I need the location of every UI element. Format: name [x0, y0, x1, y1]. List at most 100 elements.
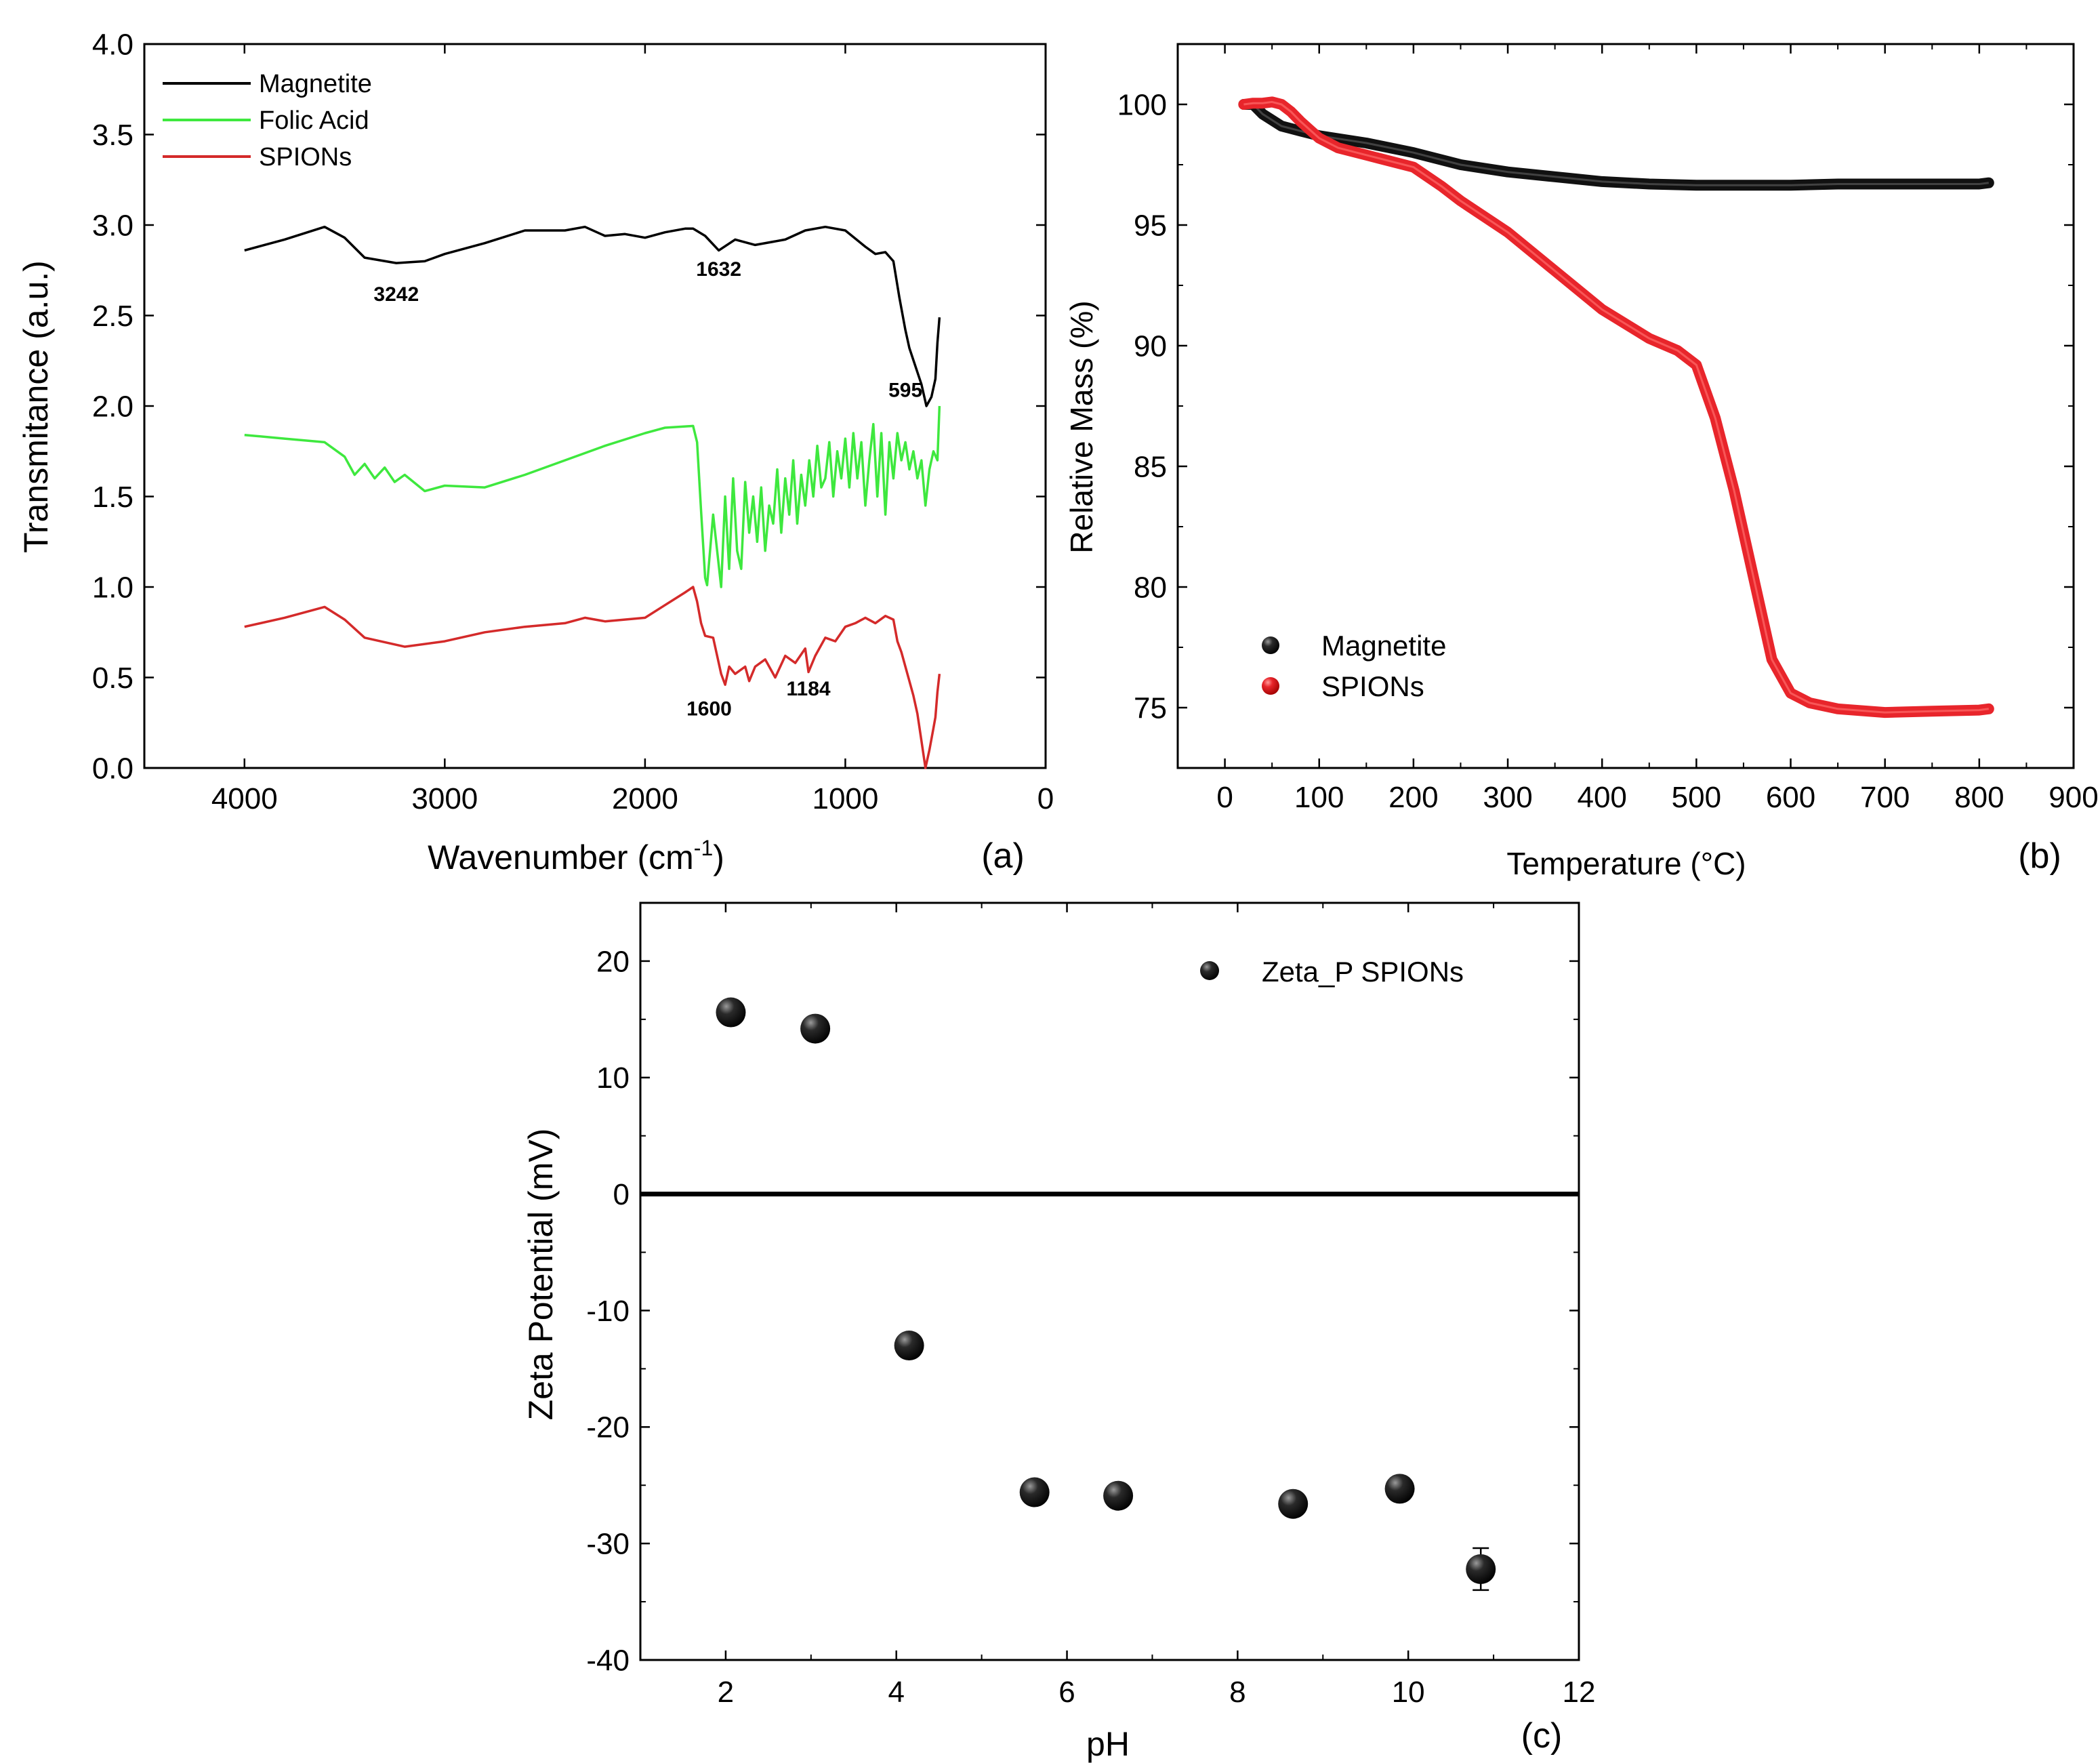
legend-label: Folic Acid	[259, 106, 369, 135]
y-tick-label: 3.5	[92, 119, 133, 152]
x-tick-label: 800	[1954, 781, 2004, 814]
chart-a: 4000 3000 2000 1000 0 0.0 0.5 1.0 1.5 2.0 2.5 3.0 3.…	[17, 28, 1054, 876]
data-point	[1019, 1477, 1050, 1507]
legend-label: Magnetite	[259, 70, 372, 98]
point-marker	[1019, 1477, 1050, 1507]
point-marker	[1103, 1480, 1134, 1511]
peak-annotation: 3242	[373, 283, 419, 306]
data-point	[716, 997, 746, 1028]
peak-annotation: 1184	[787, 678, 831, 700]
x-tick-label: 100	[1294, 781, 1344, 814]
legend-label: SPIONs	[1321, 670, 1424, 702]
x-tick-label: 10	[1392, 1676, 1425, 1709]
series-line-spions	[244, 586, 941, 769]
x-tick-label: 0	[1037, 782, 1054, 815]
point-marker	[1384, 1474, 1415, 1504]
series-highlight-spions	[1243, 100, 1989, 714]
legend-label: Magnetite	[1321, 630, 1446, 662]
series-group-c	[640, 997, 1579, 1592]
y-tick-label: 95	[1134, 209, 1167, 242]
legend-marker	[1262, 636, 1279, 654]
y-tick-label: 0.0	[92, 752, 133, 785]
x-tick-label: 12	[1563, 1676, 1596, 1709]
series-group-a	[244, 225, 941, 769]
point-marker	[716, 997, 746, 1028]
series-group-b	[1238, 96, 1994, 718]
y-tick-label: -40	[586, 1644, 630, 1677]
x-tick-label: 2	[718, 1676, 734, 1709]
y-tick-label: 20	[596, 945, 630, 978]
y-tick-label: 90	[1134, 329, 1167, 363]
grid-ticks-a: 4000 3000 2000 1000 0 0.0 0.5 1.0 1.5 2.0 2.5 3.0 3.…	[92, 28, 1054, 815]
data-point	[894, 1331, 924, 1361]
y-tick-label: 1.5	[92, 481, 133, 514]
x-tick-label: 700	[1860, 781, 1910, 814]
plot-frame-c	[639, 901, 1580, 1661]
series-line-magnetite	[1238, 99, 1994, 191]
data-point	[1103, 1480, 1134, 1511]
grid-ticks-b: 0 100 200 300 400 500 600 700 800 900 75 80 85 90 95 10…	[1117, 44, 2099, 814]
chart-b: 0 100 200 300 400 500 600 700 800 900 75 80 85 90 95 10…	[1064, 43, 2099, 881]
point-marker	[1466, 1554, 1496, 1584]
y-tick-label: 75	[1134, 691, 1167, 725]
y-tick-label: -20	[586, 1411, 630, 1444]
y-tick-label: -10	[586, 1295, 630, 1328]
y-tick-label: 0.5	[92, 662, 133, 695]
series-highlight-magnetite	[1243, 103, 1989, 186]
legend-marker	[1262, 677, 1279, 695]
x-tick-label: 400	[1577, 781, 1626, 814]
x-axis-label-a: Wavenumber (cm-1)	[428, 836, 724, 876]
point-marker	[1278, 1488, 1309, 1519]
y-tick-label: 2.5	[92, 300, 133, 333]
y-axis-label-b: Relative Mass (%)	[1064, 300, 1099, 553]
x-tick-label: 300	[1483, 781, 1532, 814]
data-point	[1466, 1547, 1496, 1592]
x-tick-label: 1000	[812, 782, 878, 815]
y-tick-label: 85	[1134, 450, 1167, 483]
x-tick-label: 8	[1229, 1676, 1245, 1709]
y-tick-label: -30	[586, 1528, 630, 1561]
y-tick-label: 10	[596, 1061, 630, 1095]
x-tick-label: 2000	[612, 782, 678, 815]
x-axis-label-c: pH	[1086, 1725, 1130, 1763]
y-axis-label-c: Zeta Potential (mV)	[522, 1129, 560, 1421]
panel-label-a: (a)	[981, 836, 1025, 876]
x-tick-label: 4000	[211, 782, 278, 815]
data-point	[1278, 1488, 1309, 1519]
y-tick-label: 3.0	[92, 209, 133, 242]
legend-label: Zeta_P SPIONs	[1262, 956, 1464, 988]
y-tick-label: 80	[1134, 571, 1167, 604]
plot-frame-b	[1176, 43, 2075, 769]
x-tick-label: 500	[1672, 781, 1721, 814]
x-tick-label: 3000	[411, 782, 478, 815]
y-axis-label-a: Transmitance (a.u.)	[17, 260, 55, 553]
x-tick-label: 6	[1058, 1676, 1075, 1709]
peak-annotation: 1632	[696, 258, 741, 281]
x-tick-label: 600	[1766, 781, 1815, 814]
panel-label-b: (b)	[2018, 836, 2061, 876]
legend-marker	[1200, 961, 1219, 980]
series-line-folic-acid	[244, 405, 941, 588]
x-axis-label-b: Temperature (°C)	[1506, 846, 1746, 881]
y-tick-label: 100	[1117, 88, 1167, 121]
x-tick-label: 4	[888, 1676, 904, 1709]
peak-annotation: 1600	[686, 698, 732, 721]
annotations-a: 3242 1632 595 1600 1184	[373, 258, 922, 721]
grid-ticks-c: 2 4 6 8 10 12 -40 -30 -20 -10 0 10 20	[586, 903, 1595, 1709]
peak-annotation: 595	[888, 380, 922, 402]
legend-a: Magnetite Folic Acid SPIONs	[163, 70, 372, 171]
legend-b: Magnetite SPIONs	[1262, 630, 1446, 702]
point-marker	[800, 1013, 831, 1044]
y-tick-label: 2.0	[92, 390, 133, 423]
x-tick-label: 200	[1388, 781, 1438, 814]
y-tick-label: 4.0	[92, 28, 133, 61]
data-point	[1384, 1474, 1415, 1504]
point-marker	[894, 1331, 924, 1361]
panel-label-c: (c)	[1521, 1716, 1563, 1756]
series-line-spions	[1238, 96, 1994, 718]
y-tick-label: 1.0	[92, 571, 133, 604]
legend-label: SPIONs	[259, 143, 352, 171]
x-tick-label: 0	[1216, 781, 1233, 814]
